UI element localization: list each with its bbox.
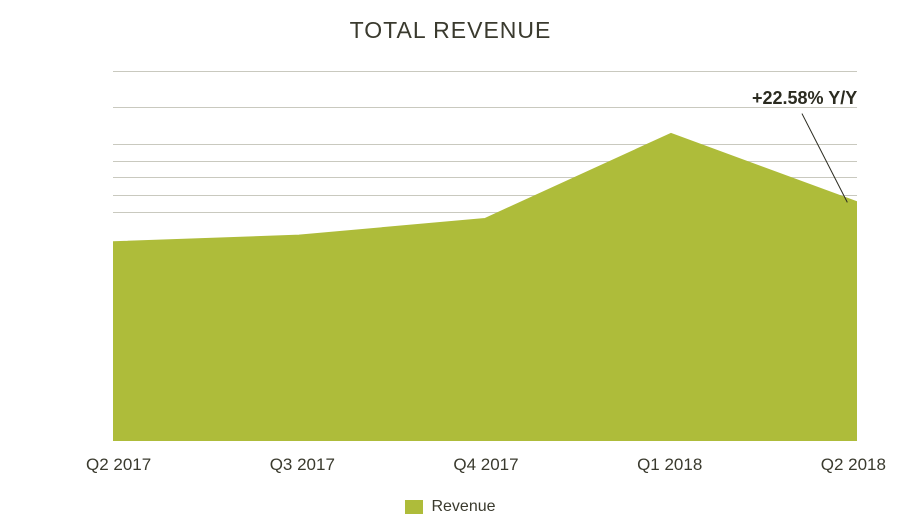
x-axis-labels: Q2 2017 Q3 2017 Q4 2017 Q1 2018 Q2 2018 <box>86 455 886 475</box>
x-axis-label: Q2 2017 <box>86 455 151 475</box>
legend-label: Revenue <box>431 498 495 516</box>
x-axis-label: Q3 2017 <box>270 455 335 475</box>
plot-area <box>113 71 857 441</box>
x-axis-label: Q4 2017 <box>453 455 518 475</box>
revenue-area-chart: TOTAL REVENUE +22.58% Y/Y Q2 2017 Q3 2017… <box>0 0 901 530</box>
chart-title: TOTAL REVENUE <box>0 17 901 44</box>
legend: Revenue <box>0 498 901 516</box>
revenue-area <box>113 134 857 441</box>
legend-swatch <box>405 500 423 514</box>
area-svg <box>113 71 857 441</box>
yoy-annotation: +22.58% Y/Y <box>752 88 857 109</box>
x-axis-label: Q2 2018 <box>821 455 886 475</box>
x-axis-label: Q1 2018 <box>637 455 702 475</box>
